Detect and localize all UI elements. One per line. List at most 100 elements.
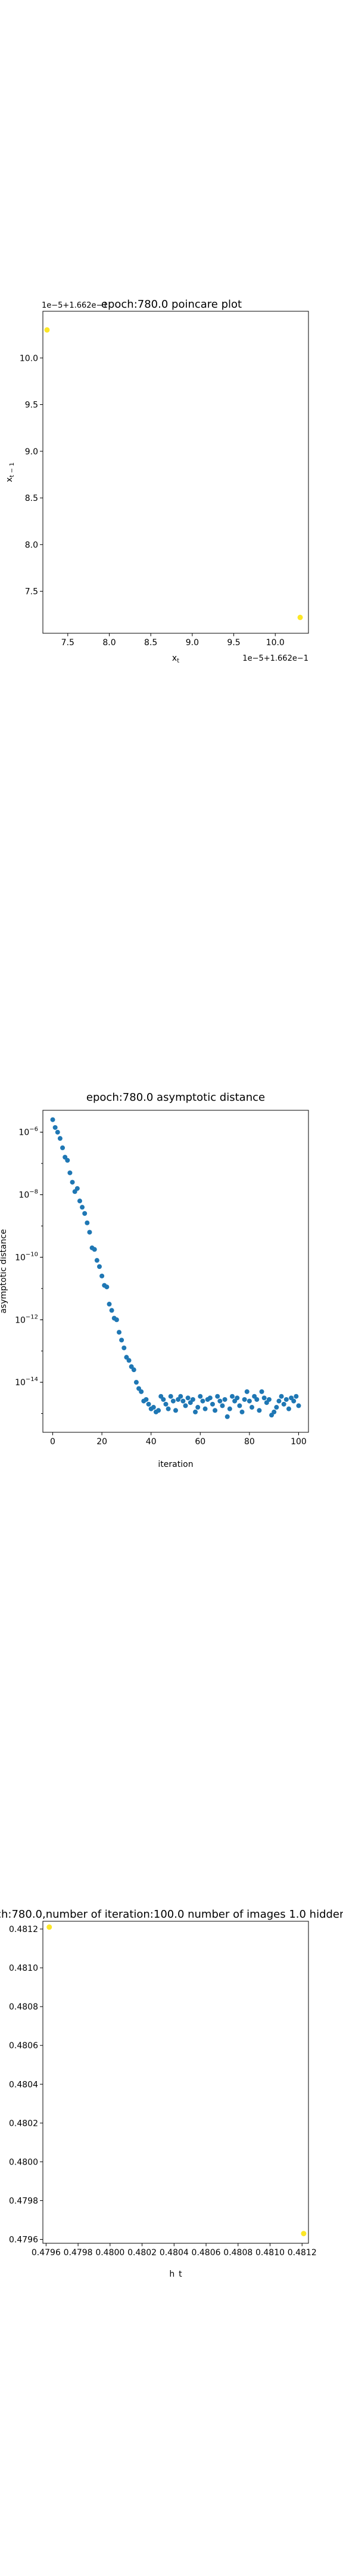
hidden-state-y-tick-label: 0.4808 bbox=[9, 2002, 38, 2012]
asymptotic-point bbox=[173, 1408, 178, 1413]
asymptotic-point bbox=[166, 1406, 171, 1411]
asymptotic-point bbox=[220, 1403, 225, 1408]
asymptotic-point bbox=[190, 1397, 195, 1402]
asymptotic-point bbox=[286, 1406, 291, 1411]
hidden-state-y-tick-label: 0.4800 bbox=[9, 2157, 38, 2167]
asymptotic-title: epoch:780.0 asymptotic distance bbox=[86, 1091, 265, 1104]
asymptotic-point bbox=[178, 1394, 183, 1399]
asymptotic-x-tick-label: 100 bbox=[291, 1437, 307, 1447]
asymptotic-point bbox=[210, 1401, 215, 1407]
asymptotic-point bbox=[259, 1389, 264, 1394]
asymptotic-y-tick-label: 10−8 bbox=[18, 1189, 38, 1200]
asymptotic-point bbox=[107, 1302, 112, 1307]
asymptotic-point bbox=[65, 1157, 70, 1163]
asymptotic-point bbox=[94, 1258, 99, 1263]
asymptotic-point bbox=[237, 1403, 242, 1408]
asymptotic-point bbox=[104, 1284, 110, 1290]
asymptotic-point bbox=[117, 1330, 122, 1335]
asymptotic-point bbox=[250, 1405, 255, 1410]
asymptotic-point bbox=[244, 1389, 250, 1394]
asymptotic-point bbox=[74, 1186, 80, 1191]
hidden-state-title: epoch:780.0,number of iteration:100.0 nu… bbox=[0, 1908, 343, 1921]
poincare-x-tick-label: 8.5 bbox=[144, 638, 157, 648]
asymptotic-distance-chart: epoch:780.0 asymptotic distance 10−6 10−8… bbox=[0, 1091, 309, 1469]
asymptotic-x-tick-label: 60 bbox=[195, 1437, 205, 1447]
asymptotic-point bbox=[279, 1394, 284, 1399]
hidden-state-y-tick-label: 0.4810 bbox=[9, 1964, 38, 1973]
asymptotic-point bbox=[222, 1397, 227, 1402]
hidden-state-x-axis-label: h_t bbox=[169, 2270, 182, 2278]
poincare-x-tick-label: 9.5 bbox=[227, 638, 240, 648]
poincare-plot-area bbox=[42, 311, 309, 634]
asymptotic-point bbox=[87, 1230, 92, 1235]
asymptotic-point bbox=[139, 1389, 144, 1394]
poincare-x-axis-label: xt bbox=[172, 654, 179, 664]
asymptotic-point bbox=[291, 1398, 297, 1404]
asymptotic-x-axis-label: iteration bbox=[158, 1460, 193, 1469]
poincare-x-tick-label: 9.0 bbox=[186, 638, 199, 648]
asymptotic-point bbox=[247, 1398, 252, 1404]
asymptotic-y-tick-label: 10−12 bbox=[15, 1314, 38, 1325]
asymptotic-point bbox=[229, 1394, 235, 1399]
poincare-y-offset-text: 1e−5+1.662e−1 bbox=[42, 301, 108, 310]
asymptotic-point bbox=[202, 1406, 208, 1411]
hidden-state-x-tick-label: 0.4802 bbox=[127, 2248, 157, 2258]
asymptotic-point bbox=[180, 1398, 186, 1404]
poincare-y-tick-label: 8.0 bbox=[25, 540, 38, 550]
hidden-state-y-tick-label: 0.4806 bbox=[9, 2041, 38, 2051]
hidden-state-x-tick-label: 0.4800 bbox=[95, 2248, 124, 2258]
asymptotic-point bbox=[195, 1405, 201, 1410]
asymptotic-point bbox=[193, 1409, 198, 1414]
hidden-state-y-tick-label: 0.4804 bbox=[9, 2080, 38, 2089]
asymptotic-point bbox=[82, 1211, 88, 1216]
asymptotic-point bbox=[126, 1358, 132, 1363]
asymptotic-point bbox=[85, 1220, 90, 1225]
hidden-state-x-tick-label: 0.4804 bbox=[160, 2248, 189, 2258]
asymptotic-point bbox=[57, 1136, 63, 1141]
hidden-state-y-tick-label: 0.4812 bbox=[9, 1925, 38, 1934]
asymptotic-point bbox=[109, 1308, 114, 1313]
asymptotic-point bbox=[114, 1317, 119, 1323]
asymptotic-point bbox=[92, 1247, 97, 1252]
poincare-y-tick-label: 10.0 bbox=[20, 354, 38, 363]
hidden-state-x-tick-label: 0.4796 bbox=[32, 2248, 61, 2258]
poincare-y-tick-label: 8.5 bbox=[25, 494, 38, 503]
asymptotic-point bbox=[215, 1394, 220, 1399]
asymptotic-point bbox=[224, 1414, 230, 1419]
poincare-plot-title: epoch:780.0 poincare plot bbox=[101, 298, 242, 311]
asymptotic-point bbox=[170, 1398, 176, 1404]
asymptotic-point bbox=[213, 1408, 218, 1413]
asymptotic-point bbox=[99, 1273, 105, 1278]
hidden-state-plot-area bbox=[42, 1921, 309, 2244]
asymptotic-point bbox=[254, 1397, 260, 1402]
poincare-point bbox=[297, 614, 303, 620]
asymptotic-point bbox=[242, 1397, 247, 1402]
asymptotic-point bbox=[207, 1395, 213, 1401]
asymptotic-point bbox=[283, 1397, 289, 1402]
asymptotic-point bbox=[235, 1395, 240, 1401]
poincare-y-tick-label: 7.5 bbox=[25, 587, 38, 597]
asymptotic-point bbox=[161, 1397, 166, 1402]
hidden-state-x-tick-label: 0.4810 bbox=[255, 2248, 285, 2258]
asymptotic-point bbox=[274, 1405, 279, 1410]
asymptotic-point bbox=[55, 1129, 60, 1135]
poincare-plot-chart: epoch:780.0 poincare plot 1e−5+1.662e−1 … bbox=[5, 298, 309, 664]
asymptotic-point bbox=[185, 1395, 191, 1401]
asymptotic-point bbox=[227, 1406, 232, 1411]
asymptotic-point bbox=[200, 1398, 205, 1404]
poincare-point bbox=[44, 327, 50, 333]
asymptotic-x-tick-label: 0 bbox=[50, 1437, 55, 1447]
asymptotic-point bbox=[144, 1397, 149, 1402]
asymptotic-y-axis-label: asymptotic distance bbox=[0, 1229, 8, 1314]
asymptotic-y-tick-label: 10−14 bbox=[15, 1376, 38, 1388]
asymptotic-point bbox=[168, 1394, 173, 1399]
asymptotic-point bbox=[119, 1337, 124, 1343]
hidden-state-point bbox=[301, 2231, 307, 2237]
hidden-state-chart: epoch:780.0,number of iteration:100.0 nu… bbox=[0, 1908, 343, 2278]
asymptotic-point bbox=[70, 1179, 75, 1185]
poincare-x-tick-label: 10.0 bbox=[266, 638, 285, 648]
asymptotic-point bbox=[131, 1367, 136, 1373]
asymptotic-point bbox=[60, 1145, 66, 1150]
asymptotic-point bbox=[217, 1398, 223, 1404]
asymptotic-point bbox=[272, 1409, 277, 1414]
